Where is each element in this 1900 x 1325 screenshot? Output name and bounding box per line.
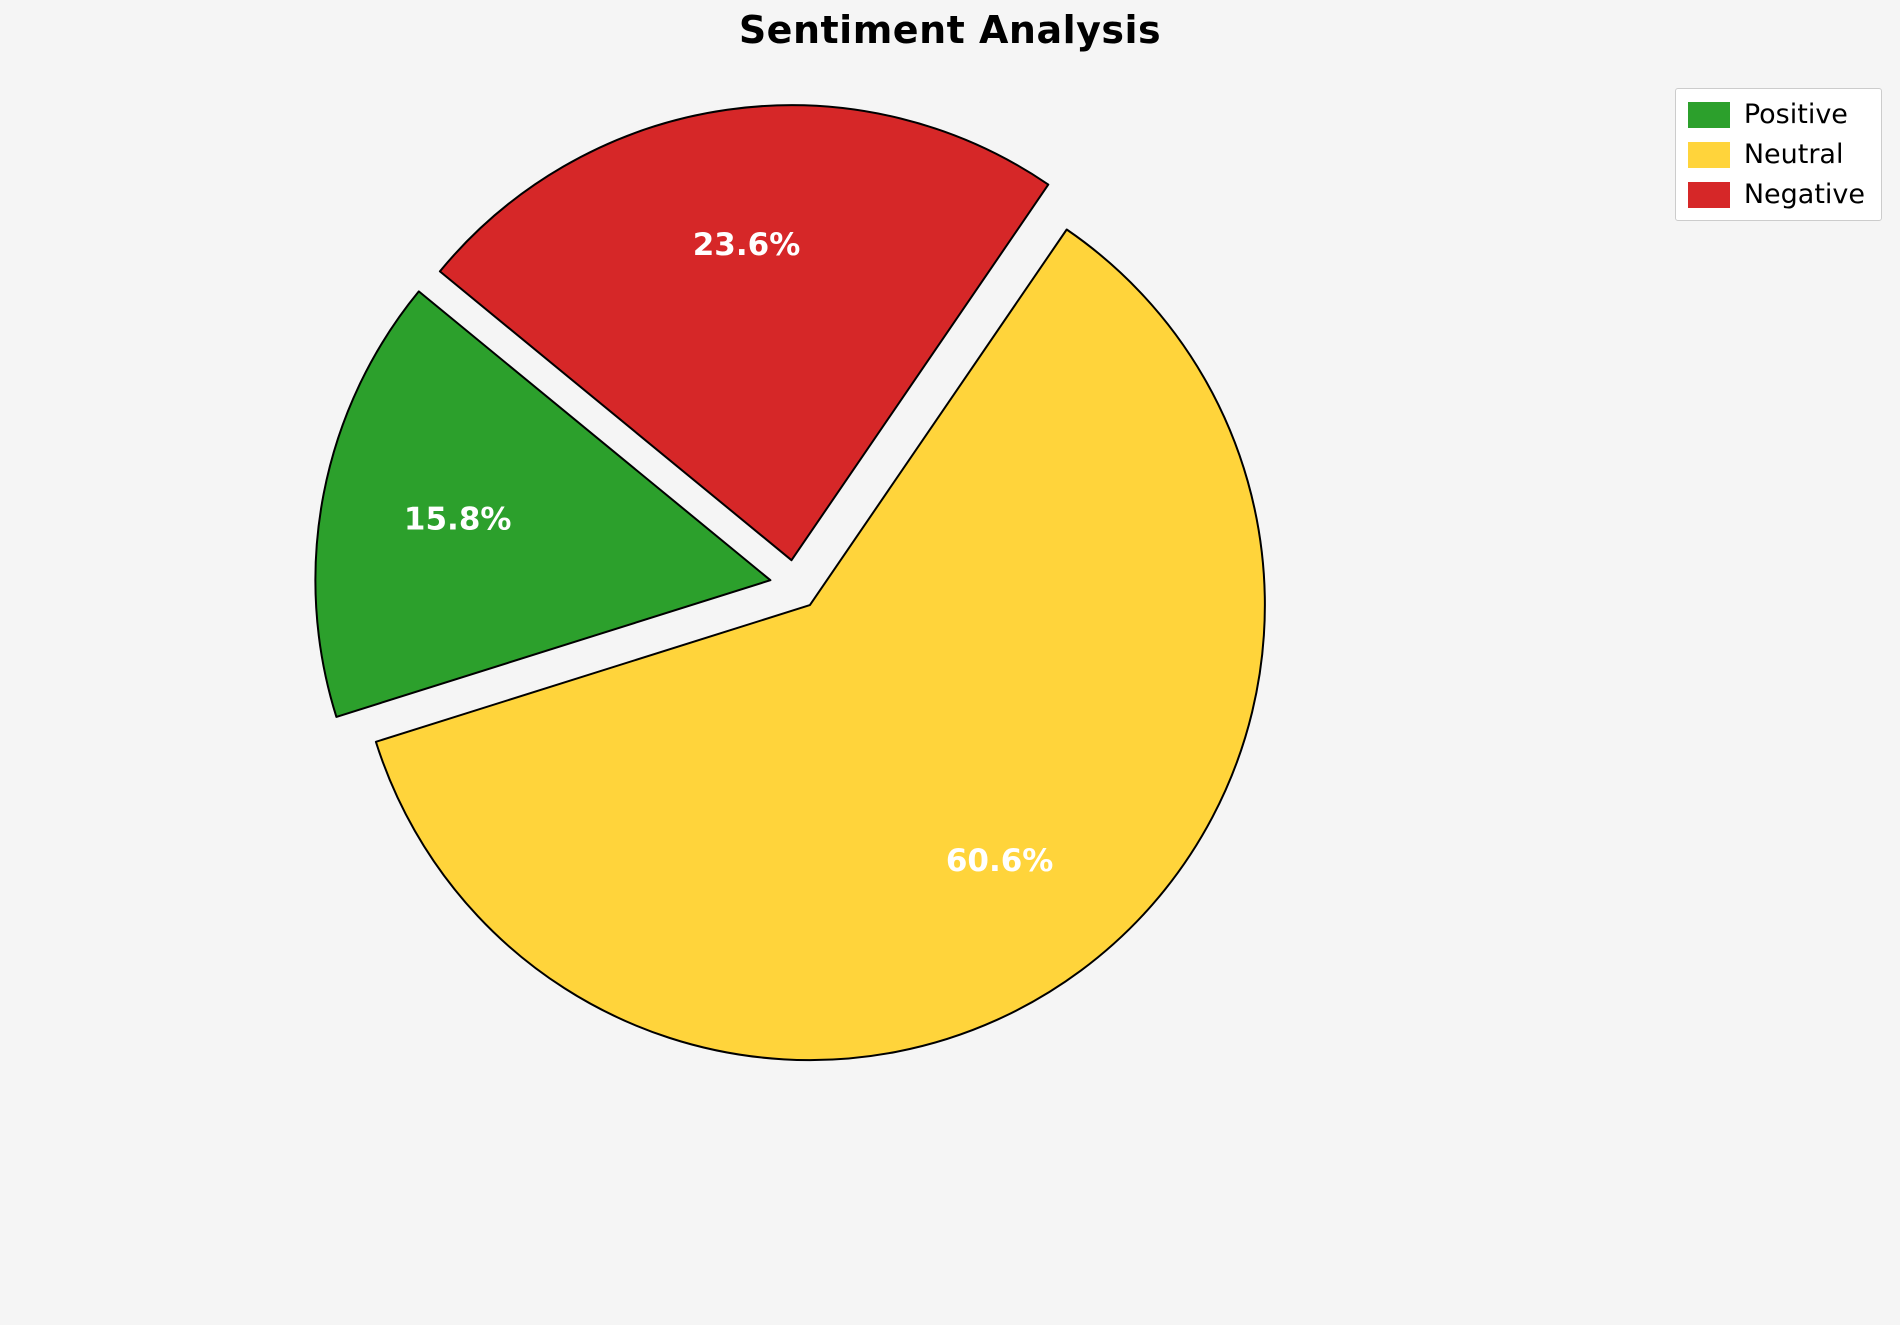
pct-label-negative: 23.6%	[693, 227, 801, 263]
pie-slice-positive	[314, 290, 772, 718]
legend-label-positive: Positive	[1743, 99, 1848, 130]
legend-swatch-positive	[1687, 101, 1730, 128]
legend-item-negative: Negative	[1687, 179, 1865, 210]
legend-swatch-neutral	[1687, 141, 1730, 168]
legend-label-negative: Negative	[1743, 179, 1865, 210]
pct-label-positive: 15.8%	[404, 502, 512, 538]
legend-swatch-negative	[1687, 181, 1730, 208]
legend-item-positive: Positive	[1687, 99, 1865, 130]
legend: Positive Neutral Negative	[1674, 88, 1882, 221]
legend-item-neutral: Neutral	[1687, 139, 1865, 170]
pct-label-neutral: 60.6%	[946, 843, 1054, 879]
chart-title: Sentiment Analysis	[738, 8, 1162, 52]
legend-label-neutral: Neutral	[1743, 139, 1844, 170]
pie-slice-negative	[438, 104, 1050, 562]
pie-slice-neutral	[374, 228, 1266, 1062]
